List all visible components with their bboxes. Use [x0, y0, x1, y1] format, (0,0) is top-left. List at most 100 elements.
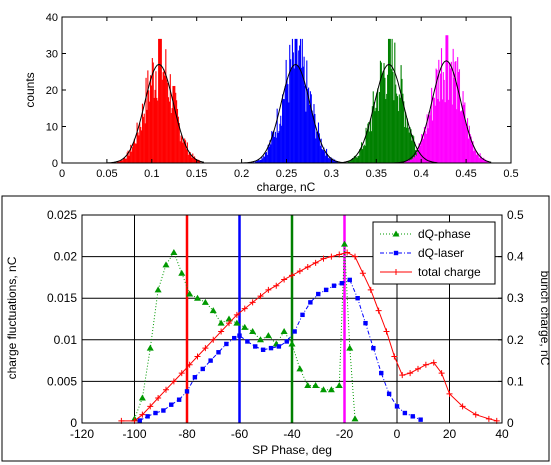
- histogram-bar: [397, 111, 399, 163]
- histogram-bar: [121, 159, 123, 163]
- histogram-bar: [322, 150, 324, 163]
- triangle-marker: [146, 344, 154, 351]
- histogram-bar: [421, 133, 423, 163]
- y2-tick-label: 0: [507, 416, 514, 430]
- histogram-bar: [156, 97, 158, 163]
- x-tick-label: 0.15: [186, 168, 207, 180]
- histogram-bar: [150, 75, 152, 163]
- histogram-bar: [138, 135, 140, 163]
- triangle-marker: [170, 248, 178, 255]
- plus-marker: [336, 251, 343, 258]
- histogram-bar: [171, 108, 173, 163]
- histogram-bar: [427, 128, 429, 163]
- histogram-bar: [142, 116, 144, 163]
- histogram-bar: [384, 77, 386, 163]
- histogram-bar: [120, 160, 122, 163]
- histogram-bar: [316, 131, 318, 163]
- histogram-bar: [404, 161, 406, 163]
- histogram-bar: [282, 94, 284, 163]
- square-marker: [386, 391, 392, 397]
- square-marker: [161, 408, 166, 413]
- square-marker: [363, 320, 368, 326]
- histogram-bar: [462, 91, 464, 163]
- histogram-bar: [349, 161, 351, 163]
- y-tick-label: 20: [46, 85, 58, 97]
- histogram-bar: [264, 156, 266, 163]
- histogram-bar: [157, 100, 159, 163]
- histogram-bar: [369, 131, 371, 163]
- histogram-bar: [299, 45, 301, 163]
- histogram-bar: [297, 65, 299, 163]
- square-marker: [184, 389, 190, 394]
- histogram-bar: [323, 147, 325, 163]
- histogram-bar: [414, 157, 416, 163]
- square-marker: [200, 366, 205, 372]
- histogram-bar: [447, 35, 449, 163]
- histogram-bar: [154, 89, 156, 163]
- histogram-bar: [469, 134, 471, 163]
- histogram-bar: [449, 62, 451, 163]
- plus-marker: [186, 361, 193, 368]
- square-marker: [323, 287, 329, 293]
- histogram-bar: [442, 72, 444, 163]
- histogram-bar: [309, 91, 311, 163]
- series-line: [121, 251, 497, 422]
- y-tick-label: 0: [52, 158, 58, 170]
- square-marker: [208, 358, 213, 363]
- plus-marker: [399, 372, 406, 379]
- plus-marker: [304, 264, 311, 270]
- histogram-bar: [131, 151, 133, 163]
- histogram-bar: [483, 157, 485, 163]
- histogram-bar: [311, 110, 313, 163]
- histogram-bar: [319, 145, 321, 163]
- histogram-bar: [262, 158, 264, 163]
- histogram-bar: [275, 137, 277, 163]
- histogram-bar: [328, 156, 330, 163]
- histogram-bar: [438, 59, 440, 163]
- triangle-marker: [327, 386, 335, 393]
- square-marker: [292, 329, 297, 334]
- histogram-bar: [325, 155, 327, 163]
- scan-ylabel: charge fluctuations, nC: [5, 256, 19, 379]
- plus-marker: [281, 276, 288, 283]
- histogram-bar: [414, 141, 416, 163]
- x-tick-label: -100: [122, 427, 146, 441]
- histogram-bar: [173, 86, 175, 163]
- plus-marker: [155, 395, 162, 402]
- histogram-bar: [399, 97, 401, 163]
- triangle-marker: [209, 307, 217, 314]
- plus-marker: [210, 336, 217, 343]
- histogram-bar: [286, 80, 288, 163]
- histogram-bar: [407, 127, 409, 163]
- gaussian-fit-line: [331, 63, 438, 164]
- histogram-bar: [310, 94, 312, 163]
- histogram-bar: [272, 132, 274, 163]
- histogram-bar: [308, 105, 311, 163]
- square-marker: [224, 341, 229, 347]
- histogram-bar: [440, 73, 442, 163]
- histogram-bar: [366, 131, 368, 163]
- histogram-bar: [139, 123, 141, 163]
- plus-marker: [344, 249, 351, 256]
- histogram-bar: [296, 38, 298, 163]
- histogram-bar: [274, 131, 276, 163]
- histogram-bar: [398, 94, 400, 163]
- histogram-bar: [149, 101, 151, 163]
- plus-marker: [415, 365, 421, 372]
- triangle-marker: [186, 290, 194, 297]
- histogram-bar: [353, 156, 355, 163]
- histogram-bar: [386, 93, 388, 163]
- histogram-panel: 0 0.05 0.1 0.15 0.2 0.25 0.3 0.35 0.4 0.45 0.5 0 10 2…: [23, 12, 519, 194]
- histogram-bar: [477, 155, 479, 163]
- histogram-bar: [324, 151, 326, 163]
- square-marker: [355, 296, 360, 301]
- histogram-bar: [192, 153, 194, 163]
- histogram-bar: [152, 62, 154, 163]
- histogram-bar: [185, 149, 188, 163]
- histogram-bar: [179, 141, 181, 163]
- triangle-marker: [346, 344, 354, 351]
- plus-marker: [226, 320, 232, 327]
- histogram-bar: [141, 130, 143, 163]
- histogram-bar: [484, 160, 486, 163]
- triangle-marker: [154, 286, 162, 293]
